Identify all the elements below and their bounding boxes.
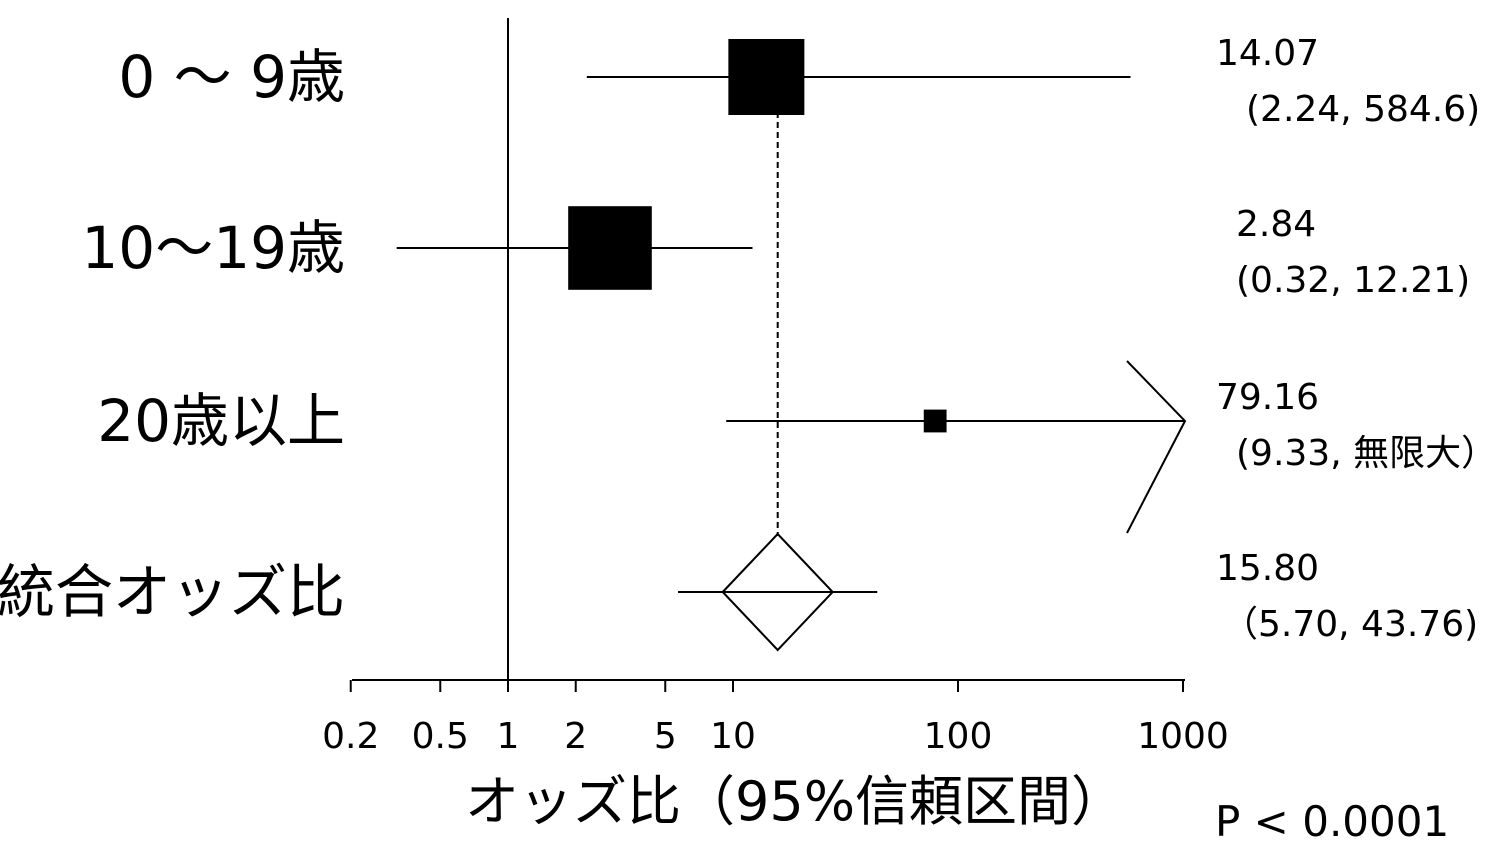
x-tick-label: 5: [654, 716, 677, 757]
x-axis: 0.2 0.5 1 2 5 10 100 1000: [322, 679, 1229, 757]
odds-ratio-value: 14.07: [1216, 33, 1319, 74]
odds-ratio-value: 79.16: [1216, 377, 1319, 418]
odds-ratio-value: 15.80: [1216, 548, 1319, 589]
p-value-text: P < 0.0001: [1215, 797, 1449, 846]
confidence-interval-text: （5.70, 43.76): [1222, 604, 1478, 645]
estimate-square: [923, 409, 947, 433]
plot-markers-layer: [568, 39, 947, 652]
estimate-square: [568, 206, 652, 290]
x-tick-label: 10: [710, 716, 756, 757]
x-tick-label: 1000: [1137, 716, 1229, 757]
x-tick-label: 100: [924, 716, 993, 757]
confidence-interval-text: (9.33, 無限大）: [1236, 433, 1497, 474]
plot-text-layer: 0 〜 9歳 14.07 (2.24, 584.6) 10〜19歳 2.84 (0.32,…: [0, 33, 1497, 645]
row-label: 20歳以上: [97, 387, 345, 455]
pooled-estimate-diamond: [721, 532, 835, 652]
row-label: 統合オッズ比: [0, 558, 345, 626]
x-tick-label: 0.2: [322, 716, 379, 757]
row-label: 10〜19歳: [81, 214, 345, 282]
x-axis-title: オッズ比（95%信頼区間）: [465, 770, 1125, 833]
x-tick-label: 0.5: [412, 716, 469, 757]
confidence-interval-text: (0.32, 12.21): [1236, 260, 1470, 301]
upper-bound-arrow: [1126, 360, 1187, 534]
odds-ratio-value: 2.84: [1236, 204, 1316, 245]
row-label: 0 〜 9歳: [118, 43, 345, 111]
x-tick-label: 1: [497, 716, 520, 757]
estimate-square: [728, 39, 805, 115]
plot-lines-layer: [396, 18, 1187, 680]
x-tick-label: 2: [564, 716, 587, 757]
confidence-interval-text: (2.24, 584.6): [1246, 89, 1480, 130]
